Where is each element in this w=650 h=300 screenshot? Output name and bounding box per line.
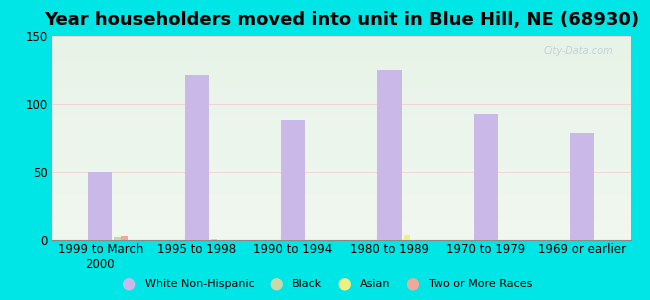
Bar bbox=[474, 113, 498, 240]
Bar bbox=[281, 120, 305, 240]
Title: Year householders moved into unit in Blue Hill, NE (68930): Year householders moved into unit in Blu… bbox=[44, 11, 639, 29]
Bar bbox=[114, 237, 121, 240]
Bar bbox=[121, 236, 128, 240]
Bar bbox=[378, 70, 402, 240]
Bar bbox=[211, 238, 218, 240]
Bar bbox=[404, 235, 410, 240]
Bar bbox=[88, 172, 112, 240]
Bar bbox=[185, 75, 209, 240]
Legend: White Non-Hispanic, Black, Asian, Two or More Races: White Non-Hispanic, Black, Asian, Two or… bbox=[116, 277, 534, 291]
Text: City-Data.com: City-Data.com bbox=[543, 46, 613, 56]
Bar bbox=[570, 133, 594, 240]
